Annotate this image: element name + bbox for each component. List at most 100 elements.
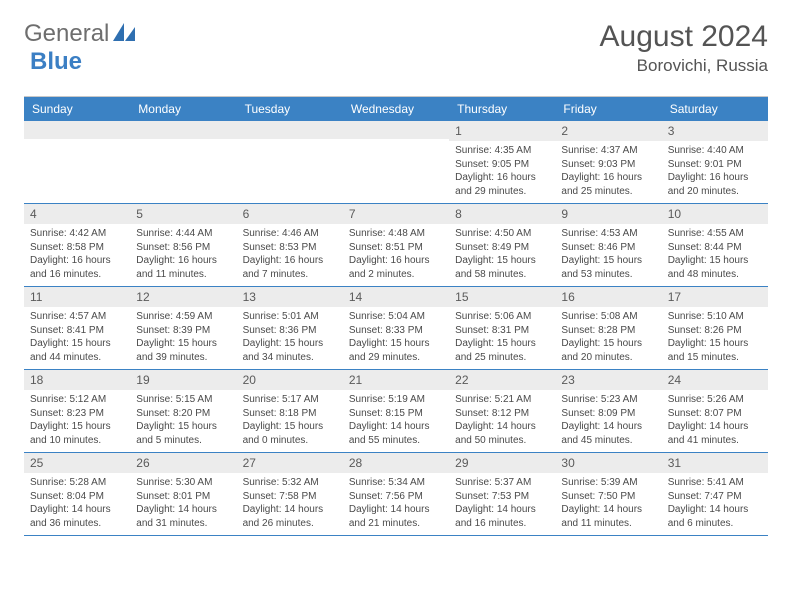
sunrise-text: Sunrise: 5:34 AM: [349, 476, 443, 490]
day-number: [343, 121, 449, 139]
sunset-text: Sunset: 8:04 PM: [30, 490, 124, 504]
day-number: [237, 121, 343, 139]
daylight-text: Daylight: 16 hours and 29 minutes.: [455, 171, 549, 198]
day-info: Sunrise: 4:40 AMSunset: 9:01 PMDaylight:…: [662, 141, 768, 201]
sunrise-text: Sunrise: 4:37 AM: [561, 144, 655, 158]
day-number: 25: [24, 453, 130, 473]
weekday-header: Tuesday: [237, 97, 343, 121]
calendar-day: 30Sunrise: 5:39 AMSunset: 7:50 PMDayligh…: [555, 453, 661, 535]
daylight-text: Daylight: 14 hours and 16 minutes.: [455, 503, 549, 530]
sunrise-text: Sunrise: 4:35 AM: [455, 144, 549, 158]
sunrise-text: Sunrise: 4:44 AM: [136, 227, 230, 241]
calendar-day: 8Sunrise: 4:50 AMSunset: 8:49 PMDaylight…: [449, 204, 555, 286]
sail-icon: [113, 23, 135, 46]
weekday-header: Monday: [130, 97, 236, 121]
day-number: [130, 121, 236, 139]
calendar-day: 20Sunrise: 5:17 AMSunset: 8:18 PMDayligh…: [237, 370, 343, 452]
calendar-day: 31Sunrise: 5:41 AMSunset: 7:47 PMDayligh…: [662, 453, 768, 535]
day-info: [343, 139, 449, 197]
calendar-day: 21Sunrise: 5:19 AMSunset: 8:15 PMDayligh…: [343, 370, 449, 452]
sunrise-text: Sunrise: 5:06 AM: [455, 310, 549, 324]
calendar-day: 24Sunrise: 5:26 AMSunset: 8:07 PMDayligh…: [662, 370, 768, 452]
day-number: 28: [343, 453, 449, 473]
calendar-week: 11Sunrise: 4:57 AMSunset: 8:41 PMDayligh…: [24, 287, 768, 370]
sunrise-text: Sunrise: 5:39 AM: [561, 476, 655, 490]
sunset-text: Sunset: 8:56 PM: [136, 241, 230, 255]
day-number: 7: [343, 204, 449, 224]
sunset-text: Sunset: 9:05 PM: [455, 158, 549, 172]
day-info: Sunrise: 5:01 AMSunset: 8:36 PMDaylight:…: [237, 307, 343, 367]
daylight-text: Daylight: 14 hours and 26 minutes.: [243, 503, 337, 530]
day-info: Sunrise: 4:37 AMSunset: 9:03 PMDaylight:…: [555, 141, 661, 201]
day-info: Sunrise: 4:50 AMSunset: 8:49 PMDaylight:…: [449, 224, 555, 284]
daylight-text: Daylight: 15 hours and 10 minutes.: [30, 420, 124, 447]
sunrise-text: Sunrise: 5:32 AM: [243, 476, 337, 490]
calendar-day: 18Sunrise: 5:12 AMSunset: 8:23 PMDayligh…: [24, 370, 130, 452]
sunset-text: Sunset: 8:39 PM: [136, 324, 230, 338]
day-number: 12: [130, 287, 236, 307]
page-header: General August 2024 Borovichi, Russia: [0, 0, 792, 84]
day-number: 15: [449, 287, 555, 307]
calendar-day: 5Sunrise: 4:44 AMSunset: 8:56 PMDaylight…: [130, 204, 236, 286]
sunset-text: Sunset: 8:15 PM: [349, 407, 443, 421]
day-info: Sunrise: 5:37 AMSunset: 7:53 PMDaylight:…: [449, 473, 555, 533]
day-number: 13: [237, 287, 343, 307]
day-info: Sunrise: 5:15 AMSunset: 8:20 PMDaylight:…: [130, 390, 236, 450]
sunset-text: Sunset: 7:58 PM: [243, 490, 337, 504]
sunrise-text: Sunrise: 4:53 AM: [561, 227, 655, 241]
daylight-text: Daylight: 16 hours and 25 minutes.: [561, 171, 655, 198]
calendar-week: 1Sunrise: 4:35 AMSunset: 9:05 PMDaylight…: [24, 121, 768, 204]
calendar-day: [343, 121, 449, 203]
daylight-text: Daylight: 15 hours and 15 minutes.: [668, 337, 762, 364]
calendar-week: 4Sunrise: 4:42 AMSunset: 8:58 PMDaylight…: [24, 204, 768, 287]
day-number: 14: [343, 287, 449, 307]
calendar-day: 10Sunrise: 4:55 AMSunset: 8:44 PMDayligh…: [662, 204, 768, 286]
day-number: 18: [24, 370, 130, 390]
sunrise-text: Sunrise: 5:37 AM: [455, 476, 549, 490]
daylight-text: Daylight: 15 hours and 53 minutes.: [561, 254, 655, 281]
day-info: Sunrise: 5:34 AMSunset: 7:56 PMDaylight:…: [343, 473, 449, 533]
sunset-text: Sunset: 8:44 PM: [668, 241, 762, 255]
day-info: Sunrise: 4:59 AMSunset: 8:39 PMDaylight:…: [130, 307, 236, 367]
day-info: Sunrise: 5:06 AMSunset: 8:31 PMDaylight:…: [449, 307, 555, 367]
calendar-day: 13Sunrise: 5:01 AMSunset: 8:36 PMDayligh…: [237, 287, 343, 369]
location-label: Borovichi, Russia: [600, 56, 768, 76]
weekday-header: Friday: [555, 97, 661, 121]
day-number: 16: [555, 287, 661, 307]
sunset-text: Sunset: 7:50 PM: [561, 490, 655, 504]
day-info: Sunrise: 5:30 AMSunset: 8:01 PMDaylight:…: [130, 473, 236, 533]
sunrise-text: Sunrise: 5:30 AM: [136, 476, 230, 490]
daylight-text: Daylight: 15 hours and 58 minutes.: [455, 254, 549, 281]
sunrise-text: Sunrise: 4:48 AM: [349, 227, 443, 241]
day-info: [24, 139, 130, 197]
day-info: Sunrise: 5:04 AMSunset: 8:33 PMDaylight:…: [343, 307, 449, 367]
day-info: Sunrise: 5:21 AMSunset: 8:12 PMDaylight:…: [449, 390, 555, 450]
day-info: Sunrise: 5:41 AMSunset: 7:47 PMDaylight:…: [662, 473, 768, 533]
sunset-text: Sunset: 8:28 PM: [561, 324, 655, 338]
day-number: 5: [130, 204, 236, 224]
calendar-day: 6Sunrise: 4:46 AMSunset: 8:53 PMDaylight…: [237, 204, 343, 286]
sunset-text: Sunset: 8:31 PM: [455, 324, 549, 338]
sunset-text: Sunset: 8:33 PM: [349, 324, 443, 338]
calendar-day: 22Sunrise: 5:21 AMSunset: 8:12 PMDayligh…: [449, 370, 555, 452]
weekday-header: Saturday: [662, 97, 768, 121]
daylight-text: Daylight: 16 hours and 2 minutes.: [349, 254, 443, 281]
daylight-text: Daylight: 14 hours and 45 minutes.: [561, 420, 655, 447]
sunset-text: Sunset: 8:51 PM: [349, 241, 443, 255]
daylight-text: Daylight: 14 hours and 11 minutes.: [561, 503, 655, 530]
sunset-text: Sunset: 8:12 PM: [455, 407, 549, 421]
day-number: 11: [24, 287, 130, 307]
weekday-header: Sunday: [24, 97, 130, 121]
daylight-text: Daylight: 15 hours and 5 minutes.: [136, 420, 230, 447]
sunset-text: Sunset: 7:53 PM: [455, 490, 549, 504]
day-info: Sunrise: 5:10 AMSunset: 8:26 PMDaylight:…: [662, 307, 768, 367]
brand-text-2: Blue: [30, 48, 82, 75]
daylight-text: Daylight: 15 hours and 25 minutes.: [455, 337, 549, 364]
sunrise-text: Sunrise: 5:10 AM: [668, 310, 762, 324]
sunrise-text: Sunrise: 4:46 AM: [243, 227, 337, 241]
sunrise-text: Sunrise: 5:04 AM: [349, 310, 443, 324]
day-number: 26: [130, 453, 236, 473]
day-number: 22: [449, 370, 555, 390]
day-info: Sunrise: 4:35 AMSunset: 9:05 PMDaylight:…: [449, 141, 555, 201]
sunset-text: Sunset: 8:36 PM: [243, 324, 337, 338]
